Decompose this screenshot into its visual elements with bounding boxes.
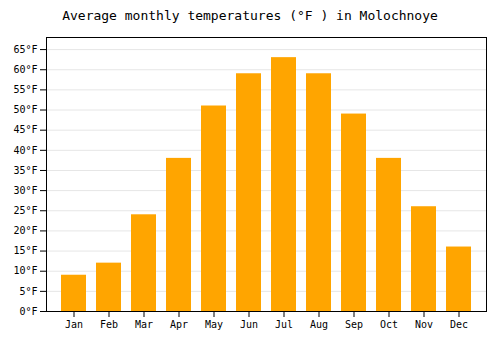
svg-text:Feb: Feb xyxy=(100,319,118,330)
svg-text:Jul: Jul xyxy=(275,319,293,330)
html-text:Average monthly temperatures (: Average monthly temperatures (°F ) in Mo… xyxy=(62,8,438,23)
svg-text:30°F: 30°F xyxy=(13,185,37,196)
svg-text:Nov: Nov xyxy=(415,319,433,330)
svg-text:50°F: 50°F xyxy=(13,104,37,115)
svg-text:Apr: Apr xyxy=(170,319,188,330)
svg-text:Oct: Oct xyxy=(380,319,398,330)
svg-text:Aug: Aug xyxy=(310,319,328,330)
svg-text:Sep: Sep xyxy=(345,319,363,330)
svg-text:35°F: 35°F xyxy=(13,165,37,176)
svg-text:40°F: 40°F xyxy=(13,145,37,156)
svg-text:Jan: Jan xyxy=(65,319,83,330)
svg-text:25°F: 25°F xyxy=(13,205,37,216)
svg-text:5°F: 5°F xyxy=(19,286,37,297)
svg-text:May: May xyxy=(205,319,223,330)
svg-text:20°F: 20°F xyxy=(13,225,37,236)
svg-text:65°F: 65°F xyxy=(13,44,37,55)
svg-text:60°F: 60°F xyxy=(13,64,37,75)
svg-text:Jun: Jun xyxy=(240,319,258,330)
svg-text:55°F: 55°F xyxy=(13,84,37,95)
svg-text:10°F: 10°F xyxy=(13,265,37,276)
svg-text:Mar: Mar xyxy=(135,319,153,330)
svg-text:15°F: 15°F xyxy=(13,245,37,256)
svg-text:0°F: 0°F xyxy=(19,306,37,317)
svg-text:45°F: 45°F xyxy=(13,124,37,135)
svg-text:Dec: Dec xyxy=(450,319,468,330)
